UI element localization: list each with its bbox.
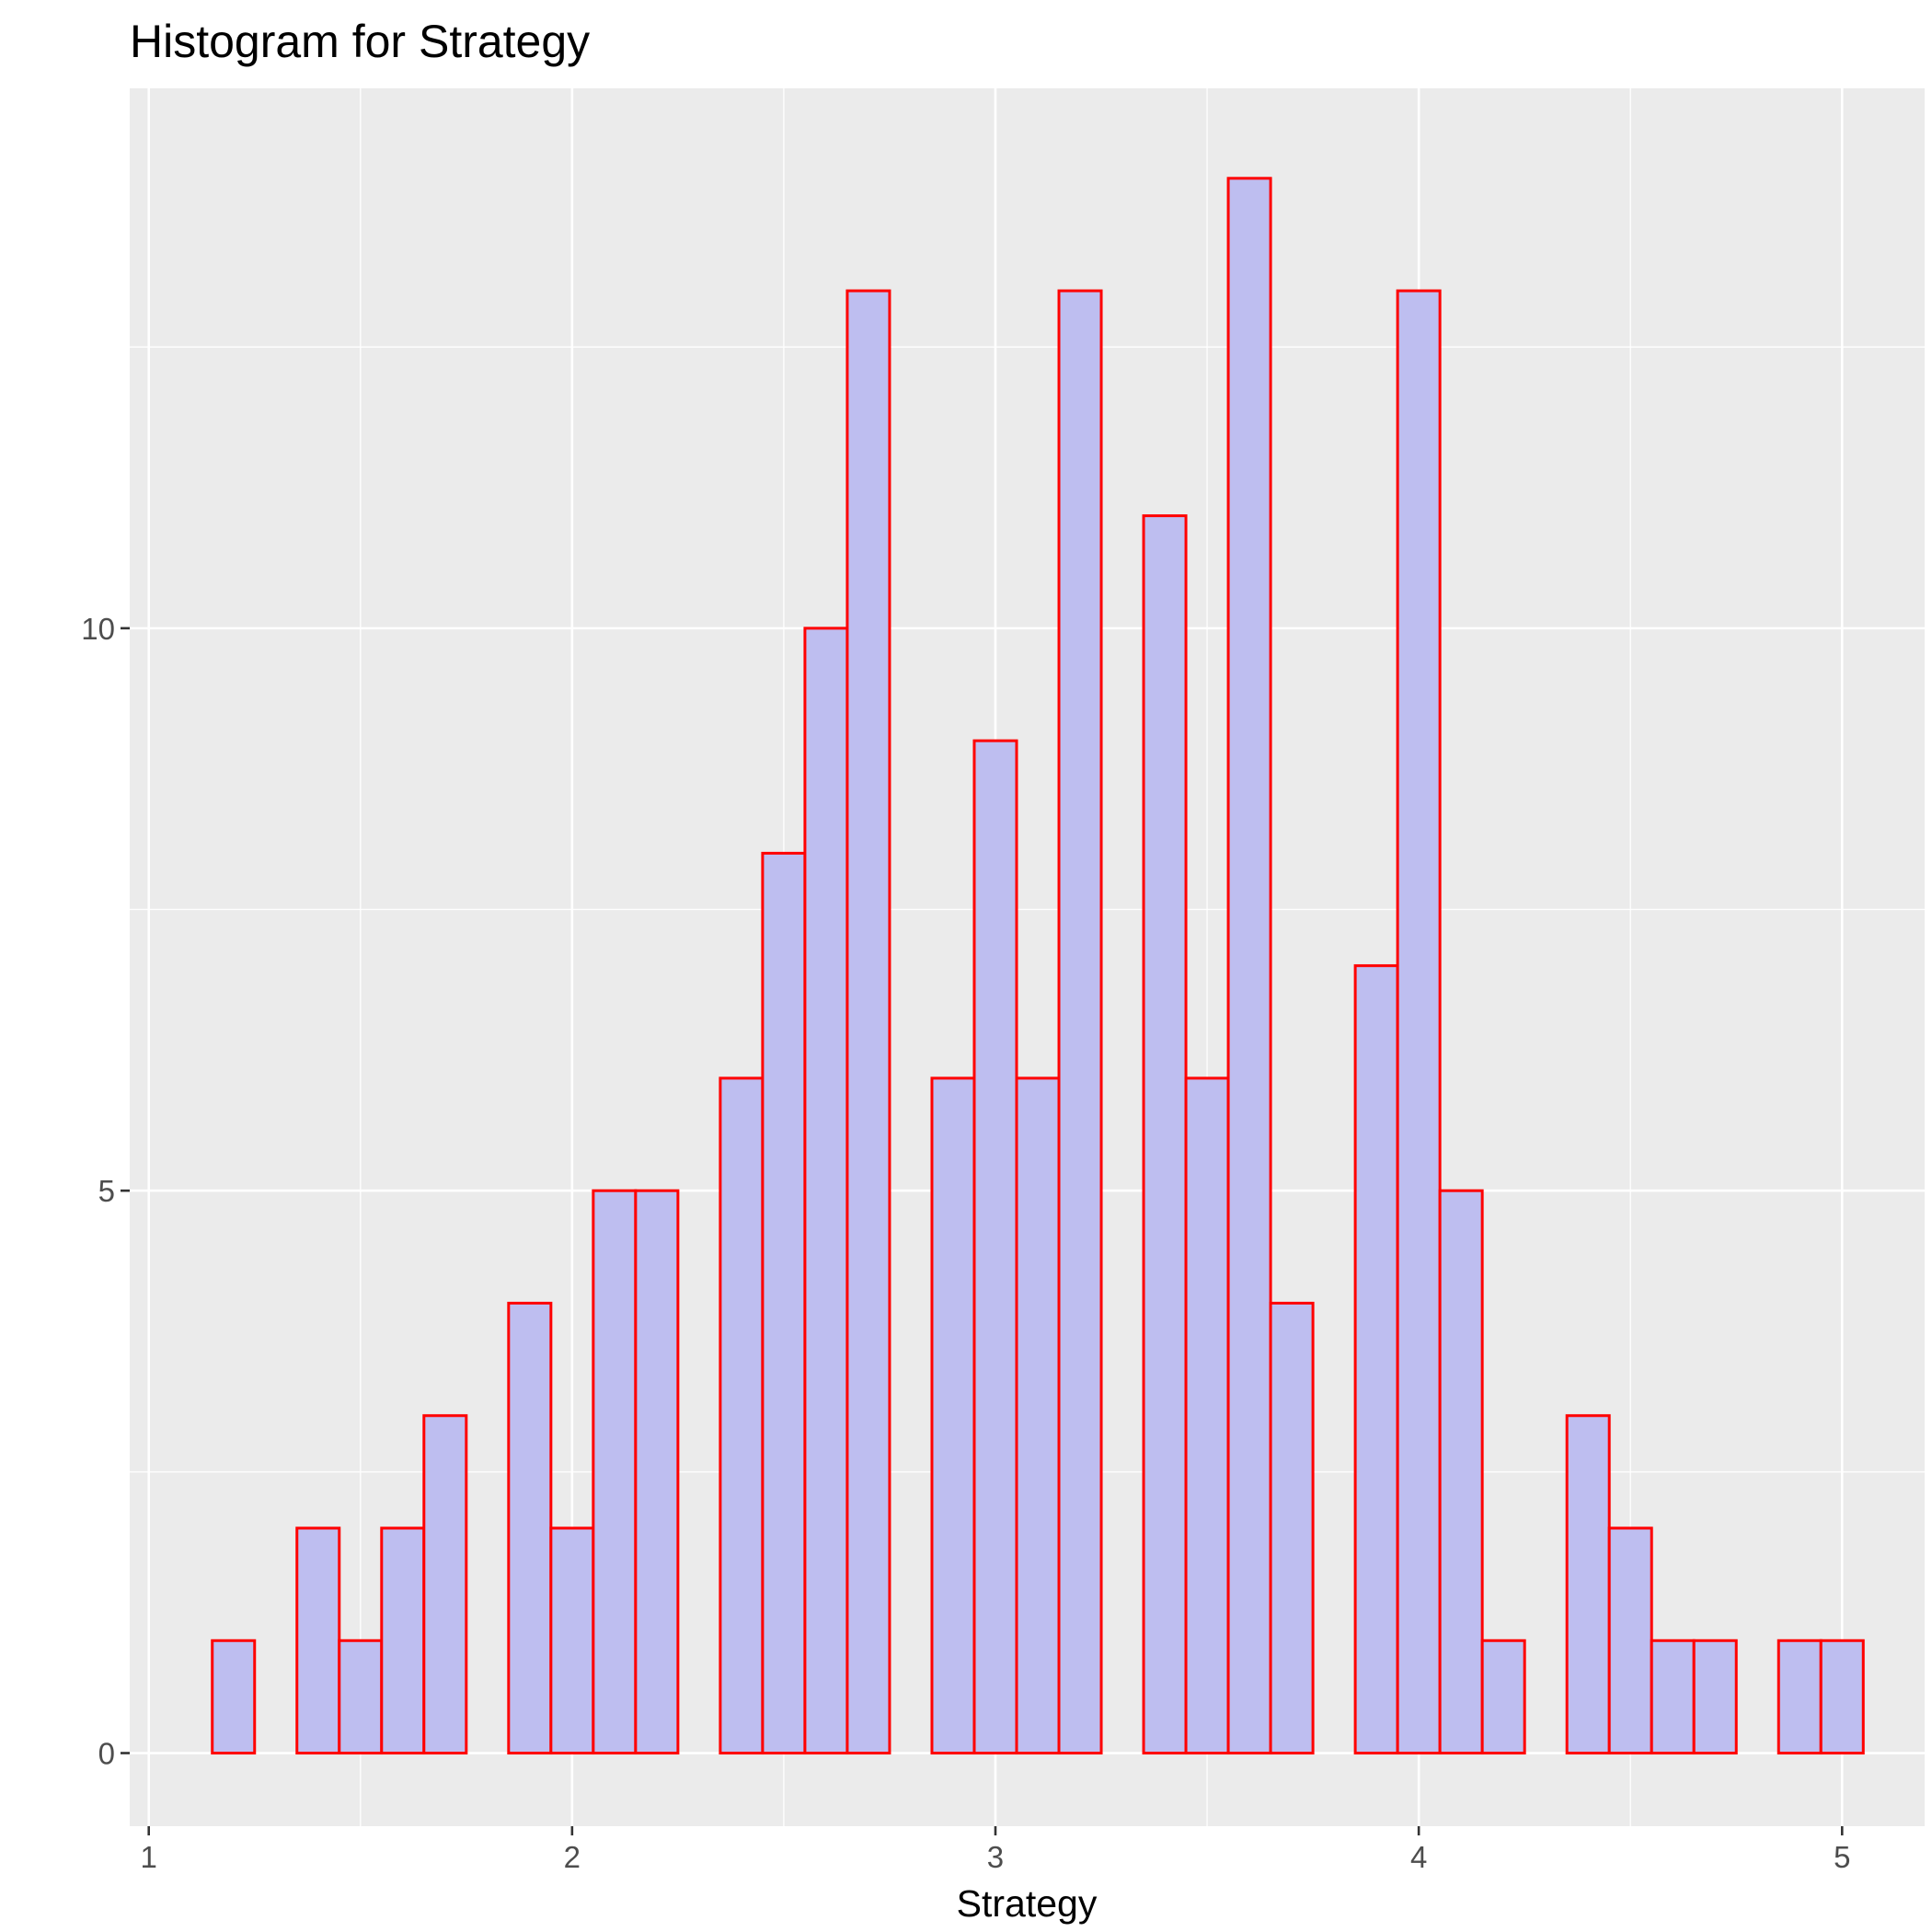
histogram-bar [1692,1639,1738,1755]
histogram-bar [1396,289,1442,1755]
y-tick-label: 10 [81,612,115,646]
histogram-bar [930,1076,976,1755]
histogram-bar [592,1189,638,1755]
histogram-bar [1269,1301,1315,1755]
x-tick-label: 1 [141,1840,157,1874]
y-tick-label: 0 [98,1737,115,1771]
histogram-bar [1650,1639,1696,1755]
histogram-bar [845,289,891,1755]
x-axis-title: Strategy [957,1882,1098,1925]
histogram-bar [1226,177,1272,1755]
histogram-bar [1819,1639,1865,1755]
histogram-bar [1142,514,1188,1755]
histogram-bar [1057,289,1103,1755]
histogram-bar [719,1076,765,1755]
chart-title: Histogram for Strategy [130,16,590,67]
histogram-bar [803,627,849,1755]
histogram-bar [1480,1639,1526,1755]
histogram-bar [338,1639,384,1755]
histogram-bar [507,1301,553,1755]
histogram-bar [1184,1076,1230,1755]
histogram-bar [1353,964,1399,1755]
x-tick-label: 5 [1834,1840,1850,1874]
histogram-bar [380,1526,426,1755]
x-tick-label: 4 [1410,1840,1427,1874]
histogram-bar [761,851,807,1755]
y-tick-label: 5 [98,1174,115,1208]
histogram-bars [211,177,1865,1755]
histogram-bar [295,1526,341,1755]
histogram-bar [549,1526,595,1755]
histogram-bar [972,739,1018,1755]
histogram-bar [634,1189,680,1755]
x-tick-label: 2 [564,1840,581,1874]
histogram-bar [211,1639,257,1755]
histogram-bar [1607,1526,1653,1755]
histogram-bar [1565,1414,1611,1755]
histogram-bar [422,1414,468,1755]
histogram-bar [1777,1639,1823,1755]
axes: 1 2 3 4 5 0 5 10 [81,612,1850,1874]
histogram-bar [1438,1189,1484,1755]
histogram-bar [1015,1076,1061,1755]
x-tick-label: 3 [987,1840,1004,1874]
